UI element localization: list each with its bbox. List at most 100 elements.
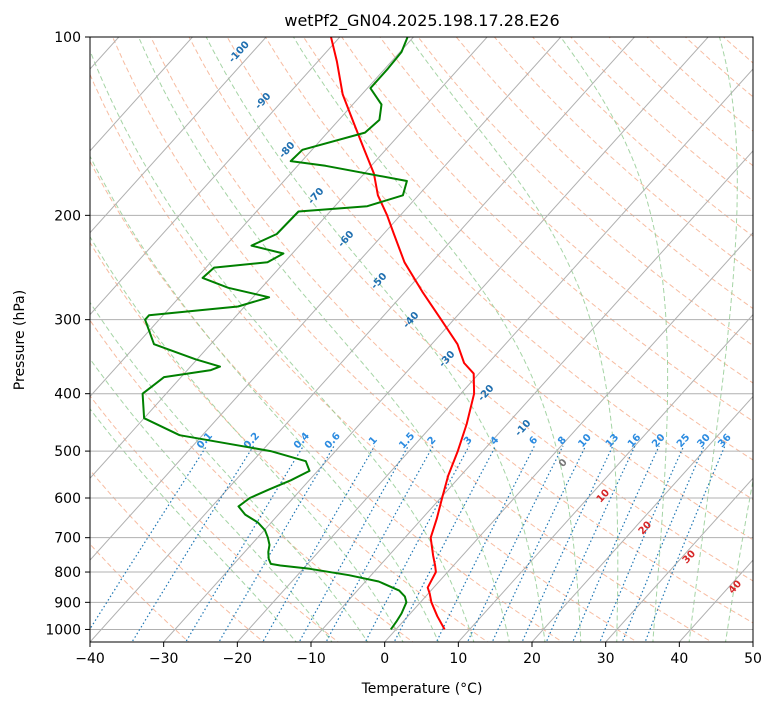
line-label: 40 [727,578,745,596]
temperature-profile [330,37,476,630]
isotherm-line [90,37,267,234]
y-axis-label: Pressure (hPa) [12,290,28,390]
y-tick-label: 400 [54,387,81,403]
line-label: 16 [626,432,644,450]
plot-area: -100-90-80-70-60-50-40-30-20-100.1 0.2 0.4… [90,37,753,642]
moist-adiabats [90,37,753,642]
y-tick-label: 100 [54,30,81,46]
moist-adiabat-line [90,155,440,642]
mixing-ratio-line [90,445,208,631]
line-label: -100 [227,39,252,65]
moist-adiabat-line [90,358,333,642]
dry-adiabat-line [188,37,753,582]
x-axis-label: Temperature (°C) [361,681,483,697]
mixing-ratio-line [466,445,564,642]
line-label: 0 [557,457,570,470]
isotherm-line [90,37,488,480]
moist-adiabat-line [408,37,619,642]
mixing-ratio-line [599,445,685,642]
moist-adiabat-line [205,37,546,642]
x-tick-label: 10 [449,651,467,667]
x-tick-label: −30 [149,651,179,667]
y-tick-label: 200 [54,208,81,224]
isotherm-line [236,68,753,642]
mixing-ratio-line [521,445,614,642]
chart-title: wetPf2_GN04.2025.198.17.28.E26 [284,11,559,31]
isotherm-line [531,395,753,642]
dry-adiabat-line [570,37,753,202]
x-tick-label: −20 [223,651,253,667]
x-tick-label: −10 [296,651,326,667]
isotherm-line [90,37,636,642]
isotherm-line [752,641,753,642]
line-label: 10 [576,432,594,450]
plot-frame [89,36,754,643]
x-tick-label: 0 [380,651,389,667]
x-tick-label: 30 [597,651,615,667]
x-tick-label: 50 [744,651,762,667]
mixing-ratio-line [185,445,304,642]
dry-adiabat-line [685,37,753,98]
line-label: 1 [367,435,380,448]
dry-adiabat-line [303,37,753,461]
dry-adiabat-line [264,37,753,501]
y-tick-label: 900 [54,595,81,611]
isotherm-line [90,37,562,561]
profiles [141,37,476,630]
y-tick-label: 1000 [45,622,81,638]
dry-adiabat-line [532,37,753,237]
dry-adiabat-line [226,37,753,541]
dry-adiabat-line [494,37,753,273]
isotherm-line [162,37,709,642]
isotherm-line [90,37,194,152]
line-label: 0.6 [323,431,343,452]
x-tick-label: 20 [523,651,541,667]
isotherm-line [90,37,415,398]
dry-adiabat-line [150,37,753,624]
line-label: 3 [462,435,475,448]
moist-adiabat-line [725,477,753,642]
line-label: -90 [253,91,273,112]
isotherms [90,37,753,642]
mixing-ratio-lines [90,445,726,642]
x-tick-label: 40 [670,651,688,667]
dewpoint-profile [141,37,409,630]
isotherm-line [457,313,753,642]
mixing-ratio-line [644,445,726,642]
moist-adiabat-line [90,408,297,642]
line-label: 13 [604,432,622,450]
y-tick-label: 700 [54,531,81,547]
line-label: 25 [675,432,693,450]
line-label: 30 [681,548,699,566]
mixing-ratio-line [435,445,536,642]
isotherm-line [310,150,753,642]
line-label: 20 [650,432,668,450]
y-tick-label: 600 [54,491,81,507]
dry-adiabat-line [379,37,753,384]
mixing-ratio-line [545,445,636,642]
dry-adiabat-line [646,37,753,132]
line-label: -20 [476,383,496,404]
isotherm-line [604,477,753,642]
line-label: -60 [336,229,356,250]
isotherm-line [383,231,753,642]
dry-adiabat-line [341,37,753,422]
mixing-ratio-line [621,445,705,642]
dry-adiabat-line [90,319,414,642]
line-label: 10 [595,487,613,505]
x-tick-label: −40 [75,651,105,667]
line-label: -40 [401,310,421,331]
mixing-ratio-line [218,445,335,642]
isobar-gridlines [90,37,753,630]
mixing-ratio-line [131,445,255,642]
dry-adiabat-line [90,73,638,642]
line-label: 1.5 [397,431,417,452]
mixing-ratio-line [262,445,376,642]
dry-adiabat-line [90,469,265,642]
moist-adiabat-line [90,235,404,642]
mixing-ratio-line [491,445,587,642]
y-tick-label: 800 [54,565,81,581]
line-label: 0.4 [292,431,312,452]
y-axis-ticks: 100 200 300 400 500 600 700 800 900 1000 [45,30,90,638]
